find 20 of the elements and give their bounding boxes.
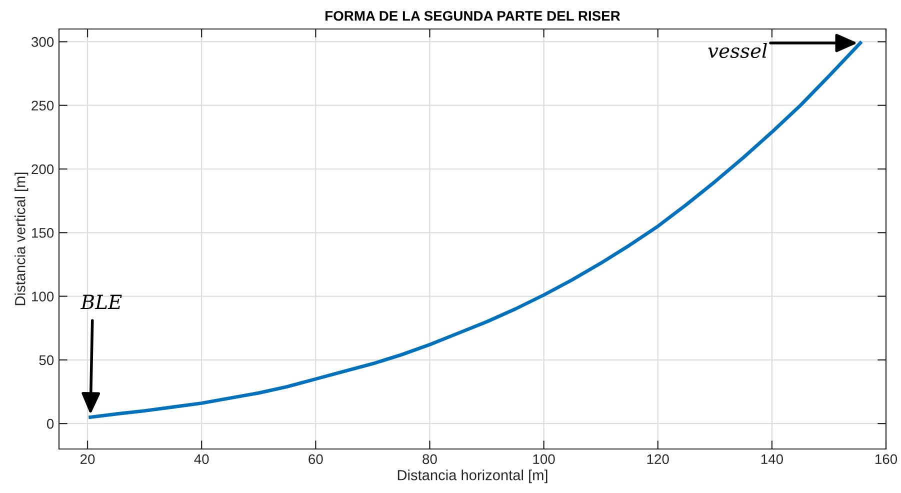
x-tick-label: 40 [194,454,209,464]
x-axis-title: Distancia horizontal [m] [398,470,548,484]
x-tick-label: 160 [875,454,898,464]
y-axis-title: Distancia vertical [m] [14,172,28,306]
y-tick-label: 200 [32,164,54,174]
x-tick-label: 20 [80,454,95,464]
x-tick-label: 100 [533,454,555,464]
y-tick-label: 100 [32,292,54,302]
y-tick-label: 250 [32,100,54,111]
y-tick-label: 0 [46,418,54,429]
x-tick-label: 80 [422,454,437,464]
x-tick-label: 60 [308,454,323,464]
y-tick-label: 50 [39,355,54,366]
x-tick-label: 140 [761,454,783,464]
chart-title: FORMA DE LA SEGUNDA PARTE DEL RISER [326,10,620,21]
annotation: BLE [80,294,122,309]
y-tick-label: 150 [32,228,54,238]
annotation: vessel [708,43,767,58]
y-tick-label: 300 [32,37,54,47]
x-tick-label: 120 [647,454,669,464]
